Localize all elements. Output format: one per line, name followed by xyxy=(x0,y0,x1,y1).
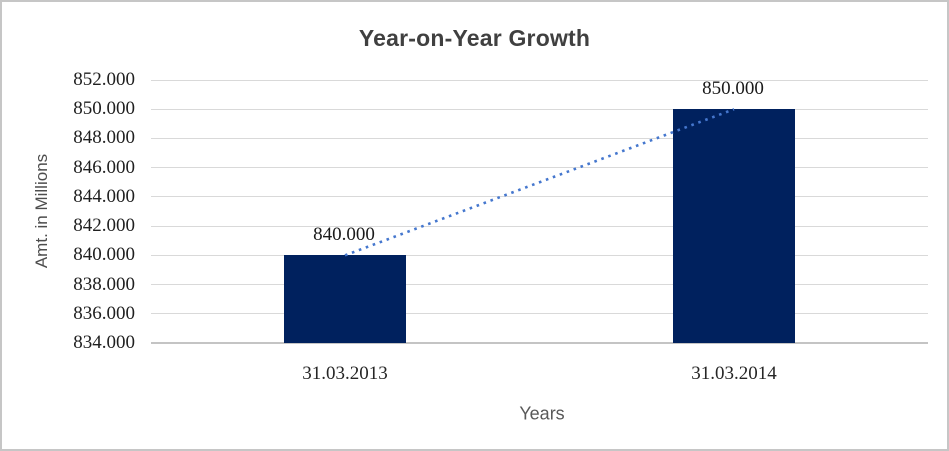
category-label: 31.03.2013 xyxy=(302,363,388,384)
chart-title: Year-on-Year Growth xyxy=(358,25,591,51)
gridline xyxy=(151,196,928,198)
gridline xyxy=(151,137,928,139)
gridline xyxy=(151,167,928,169)
gridline xyxy=(151,108,928,110)
x-axis-title: Years xyxy=(519,403,565,424)
y-tick-label: 838.000 xyxy=(73,273,135,295)
y-tick-label: 852.000 xyxy=(73,69,135,90)
gridline xyxy=(151,284,928,286)
gridline xyxy=(151,79,928,81)
bar-31.03.2014[interactable] xyxy=(673,109,795,343)
y-tick-label: 848.000 xyxy=(73,127,135,149)
gridline xyxy=(151,225,928,227)
y-tick-label: 836.000 xyxy=(73,302,135,324)
y-tick-label: 834.000 xyxy=(73,332,135,353)
gridline xyxy=(151,254,928,256)
y-tick-label: 840.000 xyxy=(73,244,135,266)
y-tick-label: 844.000 xyxy=(73,185,135,207)
growth-trendline[interactable] xyxy=(344,108,735,257)
data-label: 850.000 xyxy=(702,78,764,100)
x-axis-line xyxy=(151,342,928,344)
bar-31.03.2013[interactable] xyxy=(284,255,406,343)
category-label: 31.03.2014 xyxy=(691,363,777,384)
gridline xyxy=(151,313,928,315)
y-tick-label: 846.000 xyxy=(73,156,135,178)
data-label: 840.000 xyxy=(313,224,375,246)
y-tick-label: 842.000 xyxy=(73,215,135,237)
y-tick-label: 850.000 xyxy=(73,98,135,120)
